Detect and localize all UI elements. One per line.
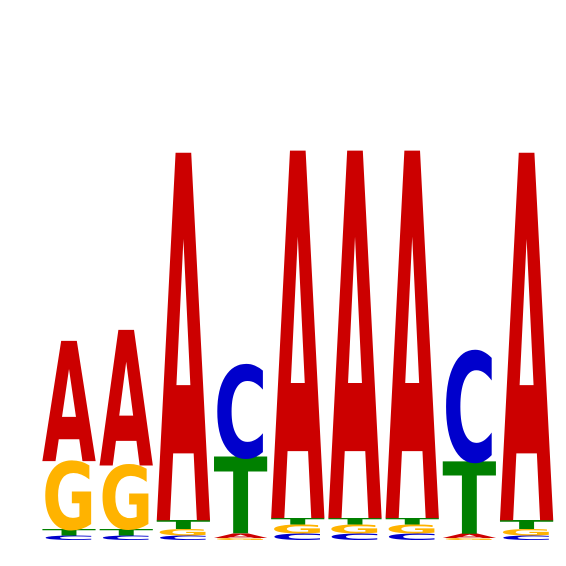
logo-letter-c: C bbox=[99, 535, 153, 542]
logo-letter-a: A bbox=[156, 52, 211, 566]
logo-letter-a: A bbox=[500, 52, 555, 566]
logo-letter-t: T bbox=[156, 518, 211, 532]
logo-letter-g: G bbox=[42, 442, 96, 551]
logo-letter-g: G bbox=[271, 523, 325, 537]
logo-letter-g: G bbox=[156, 527, 210, 538]
logo-letter-t: T bbox=[500, 518, 555, 532]
logo-letter-c: C bbox=[328, 532, 382, 542]
logo-letter-t: T bbox=[442, 443, 496, 558]
logo-letter-g: G bbox=[328, 523, 382, 537]
logo-letter-t: T bbox=[42, 527, 97, 537]
logo-letter-t: T bbox=[99, 527, 154, 537]
logo-letter-g: G bbox=[99, 449, 153, 551]
logo-letter-a: A bbox=[271, 50, 326, 566]
logo-letter-a: A bbox=[442, 532, 497, 539]
logo-letter-t: T bbox=[271, 517, 326, 527]
logo-letter-g: G bbox=[500, 527, 554, 538]
logo-letter-a: A bbox=[214, 532, 269, 539]
logo-letter-t: T bbox=[214, 436, 268, 558]
logo-letter-a: A bbox=[99, 295, 153, 511]
logo-letter-a: A bbox=[42, 307, 96, 500]
logo-letter-g: G bbox=[385, 523, 439, 537]
logo-letter-c: C bbox=[156, 535, 210, 542]
logo-letter-c: C bbox=[500, 535, 554, 542]
logo-letter-c: C bbox=[214, 341, 268, 488]
logo-letter-c: C bbox=[385, 532, 439, 542]
logo-letter-a: A bbox=[385, 50, 440, 566]
logo-letter-a: A bbox=[328, 50, 383, 566]
logo-letter-t: T bbox=[385, 517, 440, 527]
logo-letter-g: G bbox=[214, 537, 268, 540]
logo-letter-c: C bbox=[271, 532, 325, 542]
logo-letter-g: G bbox=[442, 537, 496, 540]
logo-letter-t: T bbox=[328, 517, 383, 527]
logo-letter-c: C bbox=[42, 535, 96, 542]
logo-letter-c: C bbox=[442, 321, 496, 496]
